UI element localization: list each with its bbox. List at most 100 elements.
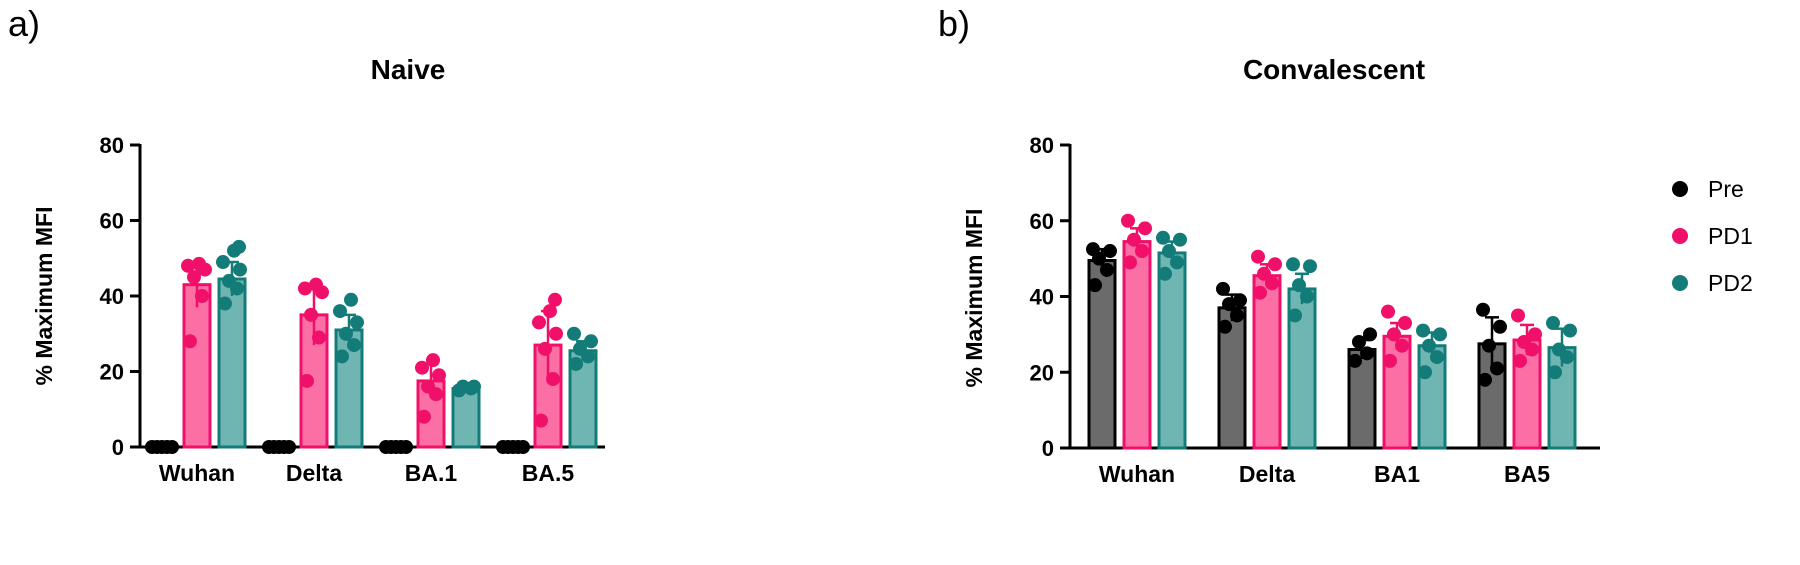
panel-a-ba-1-pd1-point — [426, 353, 440, 368]
panel-a-ba-1-pd1-point — [415, 360, 429, 375]
panel-b-wuhan-pd1-point — [1135, 244, 1149, 259]
legend-label-pd1: PD1 — [1708, 223, 1753, 249]
panel-b-wuhan-pd2-point — [1170, 255, 1184, 270]
panel-b-delta-pd2-point — [1303, 259, 1317, 274]
panel-b-ba1-pd2-point — [1422, 338, 1436, 353]
panel-b-y-tick-label: 40 — [1030, 285, 1054, 310]
panel-a-ba-1-pd1-point — [432, 368, 446, 383]
panel-b-wuhan-pd1-point — [1123, 255, 1137, 270]
panel-b-delta-pd1-point — [1253, 285, 1267, 300]
panel-b-y-tick-label: 80 — [1030, 133, 1054, 158]
panel-b-ba5-pre-point — [1476, 302, 1490, 317]
panel-a-ba-5-pd2-point — [569, 356, 583, 371]
panel-b-delta-pd2-point — [1288, 308, 1302, 323]
panel-b-delta-pd2-point — [1300, 289, 1314, 304]
panel-a-wuhan-pd2-point — [232, 239, 246, 254]
panel-b-wuhan-pd2-bar — [1157, 251, 1187, 450]
panel-b-ba5-pre-point — [1478, 372, 1492, 387]
panel-a-ba-5-pd1-point — [548, 292, 562, 307]
panel-b-delta-pre-point — [1218, 319, 1232, 334]
panel-a-label: a) — [8, 3, 40, 44]
panel-a-delta-pd1-point — [312, 330, 326, 345]
panel-a-wuhan-pd1-bar — [182, 283, 212, 449]
panel-b-y-tick-label: 0 — [1042, 436, 1054, 461]
panel-b-y-tick-label: 20 — [1030, 360, 1054, 385]
panel-b-wuhan-pre-point — [1103, 244, 1117, 259]
panel-b-x-tick-label-delta: Delta — [1239, 461, 1295, 487]
panel-b-ba1-pre-point — [1360, 346, 1374, 361]
panel-a-ba-5-pd1-point — [543, 304, 557, 319]
panel-b-ba5-pd2-point — [1563, 323, 1577, 338]
panel-b-ba1-pd1-point — [1381, 304, 1395, 319]
panel-b-ba5-pd2-point — [1548, 365, 1562, 380]
panel-b-delta-pd1-point — [1265, 276, 1279, 291]
panel-a-delta-pd2-point — [333, 304, 347, 319]
panel-b-x-tick-label-ba5: BA5 — [1504, 461, 1550, 487]
panel-b-delta-pd2-point — [1292, 278, 1306, 293]
panel-a-wuhan-pd1-point — [181, 258, 195, 273]
panel-b-wuhan-pd2-point — [1162, 244, 1176, 259]
panel-b-wuhan-pd1-point — [1127, 232, 1141, 247]
panel-b-delta-pd1-point — [1257, 266, 1271, 281]
legend-label-pd2: PD2 — [1708, 270, 1753, 296]
panel-b-title: Convalescent — [1243, 54, 1425, 85]
panel-a-wuhan-pd2-point — [222, 273, 236, 288]
panel-a-ba-5-pd1-point — [538, 341, 552, 356]
legend-marker-pre — [1672, 181, 1688, 197]
panel-a-wuhan-pre-point — [165, 440, 179, 454]
panel-a-delta-pd1-point — [300, 373, 314, 388]
legend: Pre PD1 PD2 — [1672, 176, 1753, 296]
panel-a-y-tick-label: 20 — [100, 360, 124, 385]
panel-b-delta-pre-point — [1222, 297, 1236, 312]
panel-b-ba5-pd2-point — [1552, 342, 1566, 357]
panel-b-ba1-pd1-point — [1398, 316, 1412, 331]
panel-b-x-tick-label-ba1: BA1 — [1374, 461, 1420, 487]
panel-a-delta-pd2-point — [339, 326, 353, 341]
panel-b-ba1-pre-point — [1348, 353, 1362, 368]
panel-a-ba-1-pd2-bar — [451, 386, 481, 449]
legend-label-pre: Pre — [1708, 176, 1744, 202]
panel-b-delta-pre-point — [1233, 293, 1247, 308]
panel-b-wuhan-pd2-point — [1156, 230, 1170, 245]
panel-a-x-tick-label-ba-1: BA.1 — [405, 460, 458, 486]
panel-b-ba5-pre-point — [1490, 361, 1504, 376]
panel-a-wuhan-pd1-point — [187, 270, 201, 285]
panel-b-ba1-pre-point — [1363, 327, 1377, 342]
panel-a-delta-pd2-point — [347, 338, 361, 353]
panel-a-title: Naive — [371, 54, 446, 85]
panel-b-wuhan-pre-point — [1100, 262, 1114, 277]
panel-a-ba-5-pd2-point — [567, 326, 581, 341]
panel-b-wuhan-pd1-point — [1121, 213, 1135, 228]
panel-a-plot: 0 20 40 60 80 Wuhan Delta BA.1 BA.5 — [100, 133, 605, 486]
panel-b-ba1-pd2-point — [1433, 327, 1447, 342]
panel-b-plot: 0 20 40 60 80 Wuhan Delta BA1 BA5 — [1030, 133, 1600, 487]
panel-a-ba-5-pd1-point — [549, 326, 563, 341]
panel-a-y-tick-label: 60 — [100, 209, 124, 234]
panel-b-delta-pre-point — [1216, 281, 1230, 296]
panel-b-y-axis-title: % Maximum MFI — [961, 209, 987, 388]
panel-b-wuhan-pd2-point — [1173, 232, 1187, 247]
panel-a-ba-5-pd2-point — [584, 334, 598, 349]
panel-b-ba1-pd1-point — [1387, 327, 1401, 342]
panel-a-ba-5-pre-point — [516, 440, 530, 454]
panel-b-ba1-pd2-point — [1416, 323, 1430, 338]
panel-a-ba-1-pd2-point — [456, 379, 470, 394]
panel-a-delta-pre-point — [282, 440, 296, 454]
panel-b-ba1-pd2-point — [1430, 350, 1444, 365]
panel-b-delta-pre-point — [1230, 308, 1244, 323]
panel-a-delta-pd2-point — [335, 349, 349, 364]
panel-b-ba1-pre-point — [1352, 334, 1366, 349]
panel-b-wuhan-pre-point — [1088, 278, 1102, 293]
panel-a-y-tick-label: 40 — [100, 284, 124, 309]
panel-a-delta-pd1-point — [309, 277, 323, 292]
panel-b-ba1-pd1-point — [1383, 353, 1397, 368]
panel-b-wuhan-pre-bar — [1087, 259, 1117, 450]
panel-a-wuhan-pd2-point — [218, 296, 232, 311]
panel-a-y-tick-label: 80 — [100, 133, 124, 158]
panel-a-wuhan-pd2-point — [216, 255, 230, 270]
panel-a-ba-1-pd1-point — [417, 409, 431, 424]
panel-a-x-tick-label-delta: Delta — [286, 460, 342, 486]
panel-b-delta-pd1-bar — [1252, 274, 1282, 450]
panel-a-ba-5-pd1-point — [534, 413, 548, 428]
panel-a-delta-pd1-point — [298, 281, 312, 296]
